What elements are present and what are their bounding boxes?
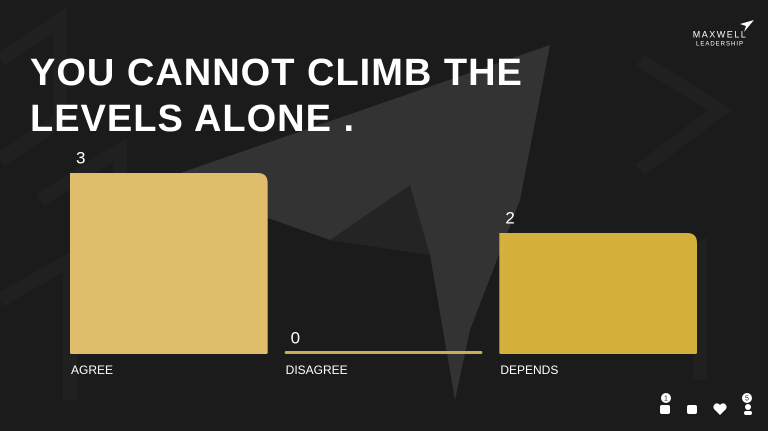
reaction-count: 1 <box>664 395 668 402</box>
category-label: DEPENDS <box>500 363 558 377</box>
category-label: AGREE <box>71 363 113 377</box>
value-label: 2 <box>505 208 514 227</box>
like-icon[interactable] <box>660 405 670 414</box>
bar <box>70 173 268 353</box>
value-label: 3 <box>76 148 85 167</box>
chart-title: YOU CANNOT CLIMB THE LEVELS ALONE . <box>30 52 523 140</box>
badge <box>661 393 671 403</box>
background-arrow-cut <box>330 185 430 255</box>
person-icon-body <box>744 411 752 415</box>
logo-line: MAXWELL <box>693 29 748 39</box>
reaction-bar <box>660 393 752 415</box>
badge <box>742 393 752 403</box>
bar <box>499 233 697 353</box>
bar-baseline <box>284 351 483 354</box>
person-icon[interactable] <box>745 404 751 410</box>
reaction-count: 5 <box>745 395 749 402</box>
dislike-icon[interactable] <box>687 405 697 414</box>
background-arrow <box>160 45 550 400</box>
logo-arrow <box>740 20 754 32</box>
category-label: DISAGREE <box>286 363 348 377</box>
heart-icon[interactable] <box>713 403 727 415</box>
value-label: 0 <box>291 328 300 347</box>
logo-line: LEADERSHIP <box>696 42 744 48</box>
